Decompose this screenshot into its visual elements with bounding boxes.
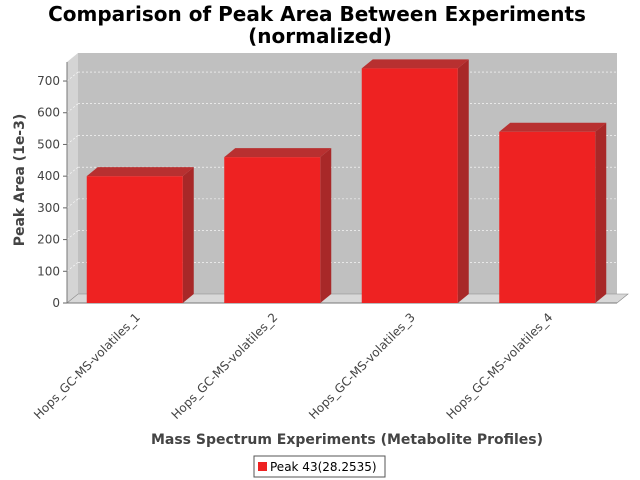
y-axis-label: Peak Area (1e-3) (12, 114, 28, 247)
legend-swatch (258, 462, 267, 471)
y-tick-label: 100 (37, 264, 60, 278)
bar (361, 68, 458, 303)
y-tick-label: 500 (37, 137, 60, 151)
plot-side-wall (67, 53, 78, 303)
bar (86, 176, 183, 303)
x-tick-label: Hops_GC-MS-volatiles_3 (306, 310, 418, 422)
y-tick-label: 700 (37, 74, 60, 88)
x-axis-label: Mass Spectrum Experiments (Metabolite Pr… (151, 432, 543, 448)
bar (499, 131, 596, 303)
x-tick-label: Hops_GC-MS-volatiles_1 (31, 310, 143, 422)
bar-top (361, 59, 469, 69)
bar-side (182, 167, 194, 303)
bar-side (320, 148, 332, 303)
legend: Peak 43(28.2535) (253, 455, 386, 478)
y-tick-label: 600 (37, 106, 60, 120)
y-tick-label: 200 (37, 233, 60, 247)
y-tick-label: 0 (52, 296, 60, 310)
chart-title: Comparison of Peak Area Between Experime… (48, 2, 586, 26)
bar-top (224, 148, 332, 158)
bar-top (86, 167, 194, 177)
plot-area: 0 100 200 300 400 500 600 700 Hops_GC-MS-volatil… (31, 53, 629, 422)
bar (224, 157, 321, 303)
y-tick-label: 300 (37, 201, 60, 215)
bar-top (499, 122, 607, 132)
legend-box (253, 455, 386, 478)
x-tick-label: Hops_GC-MS-volatiles_4 (444, 310, 556, 422)
x-tick-label: Hops_GC-MS-volatiles_2 (169, 310, 281, 422)
chart-subtitle: (normalized) (248, 24, 392, 48)
y-tick-label: 400 (37, 169, 60, 183)
legend-label: Peak 43(28.2535) (270, 460, 377, 474)
bar-side (595, 122, 607, 304)
bar-side (457, 59, 469, 304)
